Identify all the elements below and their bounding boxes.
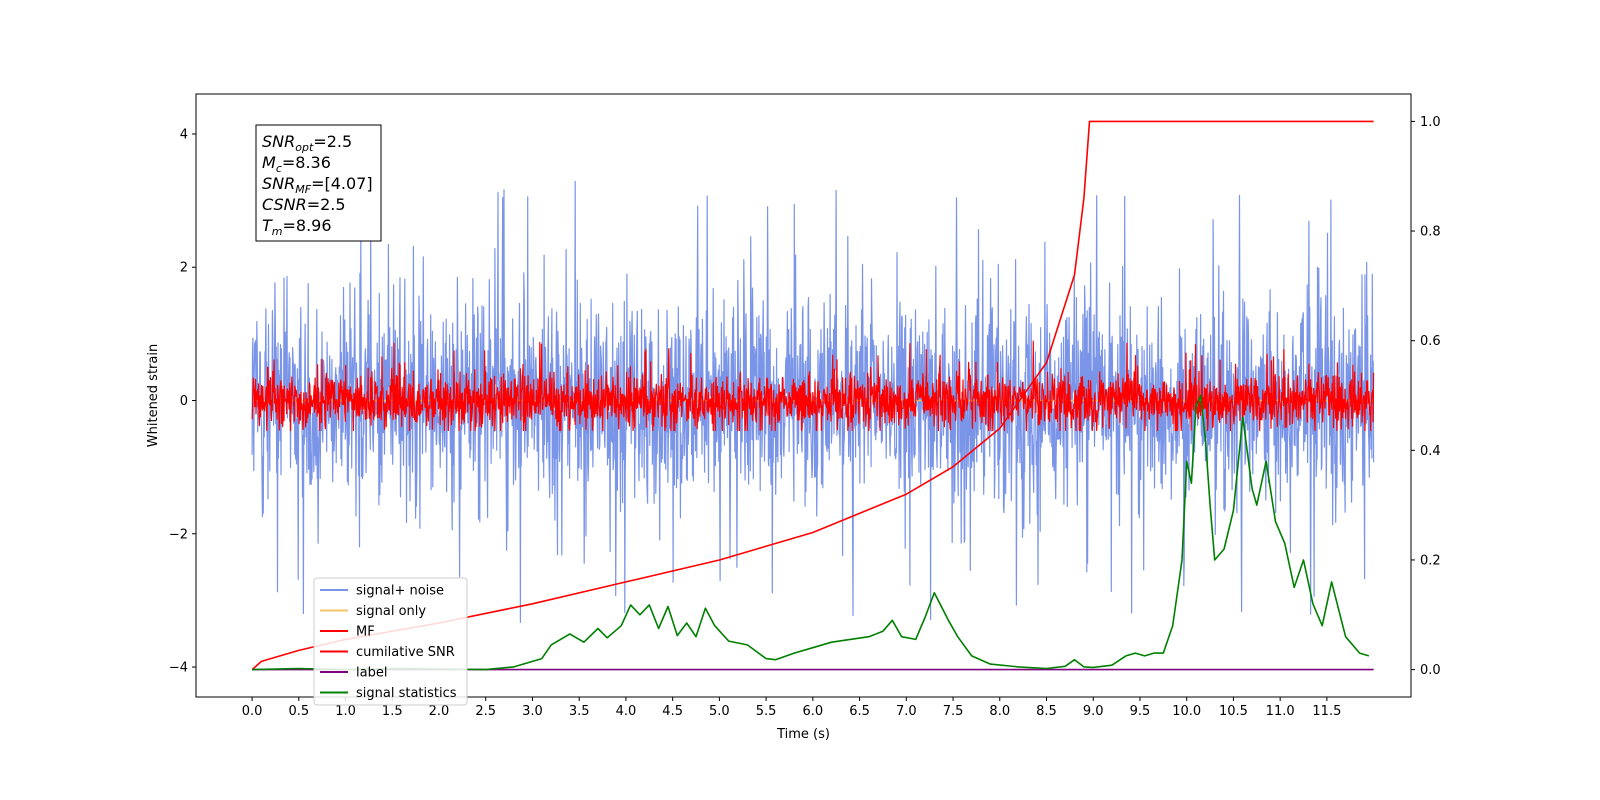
y-left-tick-label: −2 xyxy=(169,527,188,542)
x-tick-label: 9.5 xyxy=(1130,704,1151,719)
x-tick-label: 2.0 xyxy=(429,704,450,719)
x-tick-label: 11.0 xyxy=(1266,704,1295,719)
y-left-tick-label: 0 xyxy=(180,394,188,409)
legend-entry: MF xyxy=(356,625,375,640)
x-tick-label: 5.0 xyxy=(709,704,730,719)
x-tick-label: 0.0 xyxy=(242,704,263,719)
x-tick-label: 11.5 xyxy=(1312,704,1341,719)
y-right-tick-label: 0.4 xyxy=(1420,444,1441,459)
legend-entry: signal+ noise xyxy=(356,584,444,599)
axis-ticks: 0.0 0.5 1.0 1.5 2.0 2.5 3.0 3.5 4.0 4.5 5.0 5.5 6.0 6… xyxy=(169,115,1441,719)
x-tick-label: 9.0 xyxy=(1083,704,1104,719)
x-tick-label: 8.5 xyxy=(1036,704,1057,719)
legend: signal+ noise signal only MF cumilative SNR… xyxy=(313,577,468,706)
y-right-tick-label: 0.8 xyxy=(1420,225,1441,240)
x-tick-label: 3.5 xyxy=(569,704,590,719)
x-tick-label: 10.5 xyxy=(1219,704,1248,719)
annotation-frame xyxy=(255,124,382,242)
y-right-tick-label: 0.0 xyxy=(1420,663,1441,678)
x-tick-label: 6.0 xyxy=(803,704,824,719)
series-signal-statistics-line xyxy=(252,394,1370,671)
legend-entry: signal only xyxy=(356,604,426,619)
series-mf-line xyxy=(251,340,1375,432)
x-tick-label: 5.5 xyxy=(756,704,777,719)
x-tick-label: 2.5 xyxy=(475,704,496,719)
y-right-tick-label: 1.0 xyxy=(1420,115,1441,130)
x-tick-label: 3.0 xyxy=(522,704,543,719)
y-left-tick-label: −4 xyxy=(169,661,188,676)
x-tick-label: 8.0 xyxy=(989,704,1010,719)
y-left-tick-label: 4 xyxy=(180,127,188,142)
x-tick-label: 4.5 xyxy=(662,704,683,719)
y-right-tick-label: 0.6 xyxy=(1420,334,1441,349)
legend-entry: signal statistics xyxy=(356,686,457,701)
x-tick-label: 1.5 xyxy=(382,704,403,719)
x-tick-label: 7.0 xyxy=(896,704,917,719)
annotation-line: Tm=8.96 xyxy=(262,216,332,238)
x-tick-label: 4.0 xyxy=(616,704,637,719)
annotation-line: SNRopt=2.5 xyxy=(262,132,352,154)
x-tick-label: 1.0 xyxy=(335,704,356,719)
plot-frame xyxy=(195,93,1412,698)
y-left-tick-label: 2 xyxy=(180,261,188,276)
y-right-tick-label: 0.2 xyxy=(1420,553,1441,568)
legend-entry: label xyxy=(356,666,387,681)
annotation-line: SNRMF=[4.07] xyxy=(262,174,373,196)
x-tick-label: 7.5 xyxy=(943,704,964,719)
legend-entry: cumilative SNR xyxy=(356,645,455,660)
y-axis-label: Whitened strain xyxy=(146,344,161,447)
x-tick-label: 0.5 xyxy=(288,704,309,719)
x-tick-label: 6.5 xyxy=(849,704,870,719)
legend-frame xyxy=(313,577,468,706)
annotation-line: CSNR=2.5 xyxy=(262,195,346,214)
x-tick-label: 10.0 xyxy=(1172,704,1201,719)
x-axis-label: Time (s) xyxy=(776,727,830,742)
annotation-line: Mc=8.36 xyxy=(262,153,331,175)
